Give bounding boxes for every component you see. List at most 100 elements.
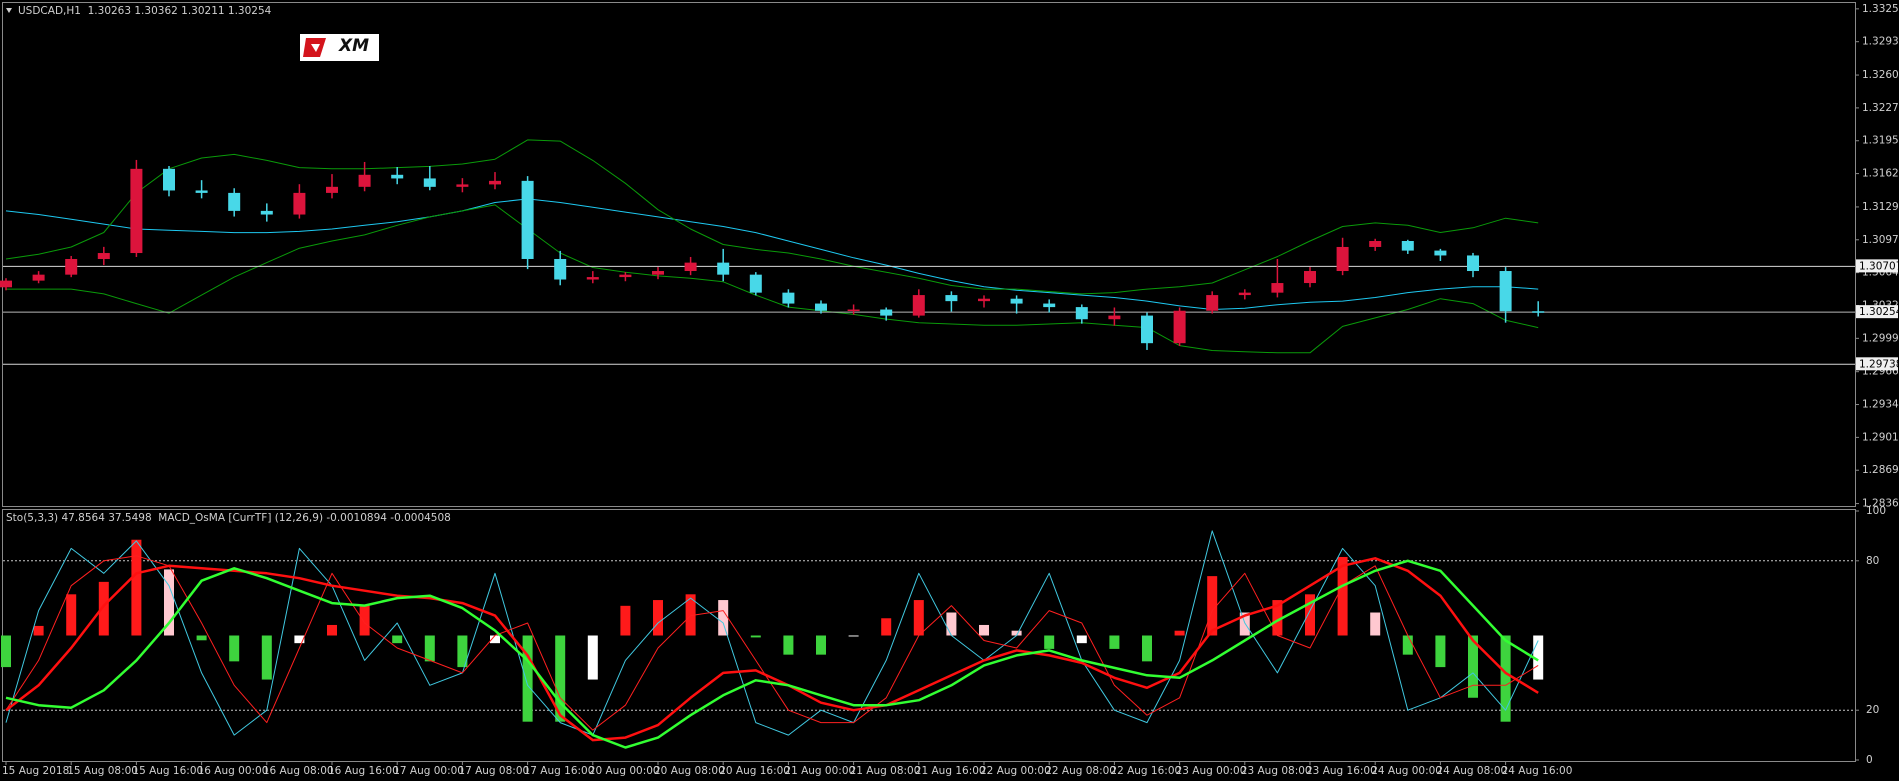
histogram-bar xyxy=(424,635,435,662)
logo: XM xyxy=(300,34,379,61)
candle-body xyxy=(1434,250,1447,256)
candle-body xyxy=(554,258,567,280)
candle-body xyxy=(815,303,827,311)
x-tick-label: 23 Aug 00:00 xyxy=(1176,765,1247,777)
candle-body xyxy=(1075,307,1088,320)
histogram-bar xyxy=(1174,630,1185,636)
x-tick-label: 22 Aug 08:00 xyxy=(1045,765,1116,777)
logo-text: XM xyxy=(338,36,369,56)
histogram-bar xyxy=(1533,635,1544,680)
x-tick-label: 15 Aug 08:00 xyxy=(67,765,138,777)
y-tick-label: 1.28360 xyxy=(1862,498,1899,510)
candle-body xyxy=(782,292,795,304)
y-tick-label: 1.31950 xyxy=(1862,135,1899,147)
candle-body xyxy=(391,174,404,179)
candle-body xyxy=(1499,271,1512,312)
x-tick-label: 20 Aug 08:00 xyxy=(654,765,725,777)
candle-body xyxy=(32,274,45,281)
histogram-bar xyxy=(327,624,337,636)
y-tick-label: 1.32600 xyxy=(1862,69,1899,81)
histogram-bar xyxy=(1044,635,1055,649)
x-tick-label: 24 Aug 08:00 xyxy=(1436,765,1507,777)
x-tick-label: 17 Aug 16:00 xyxy=(524,765,595,777)
histogram-bar xyxy=(98,581,109,636)
candle-body xyxy=(1336,246,1349,272)
histogram-bar xyxy=(979,624,989,636)
x-tick-label: 20 Aug 00:00 xyxy=(589,765,660,777)
histogram-bar xyxy=(913,600,924,636)
histogram-bar xyxy=(522,635,533,722)
candle-body xyxy=(130,168,143,254)
x-tick-label: 16 Aug 16:00 xyxy=(328,765,399,777)
x-tick-label: 15 Aug 2018 xyxy=(2,765,69,777)
y-tick-label: 1.29340 xyxy=(1862,399,1899,411)
menu-arrow[interactable] xyxy=(6,8,12,13)
x-tick-label: 17 Aug 08:00 xyxy=(458,765,529,777)
histogram-bar xyxy=(620,605,631,636)
price-panel xyxy=(2,2,1856,507)
candle-body xyxy=(1369,241,1382,247)
x-tick-label: 16 Aug 08:00 xyxy=(263,765,334,777)
histogram-bar xyxy=(229,635,240,662)
candle-body xyxy=(1467,255,1479,272)
candle-body xyxy=(1532,311,1545,313)
candle-body xyxy=(1043,303,1056,308)
y-tick-label: 0 xyxy=(1866,754,1873,766)
histogram-bar xyxy=(294,635,305,644)
candle-body xyxy=(456,184,469,187)
candle-body xyxy=(1401,241,1414,251)
histogram-bar xyxy=(1207,576,1218,636)
y-tick-label: 100 xyxy=(1866,505,1886,517)
histogram-bar xyxy=(881,618,892,636)
candle-body xyxy=(521,180,534,259)
candle-body xyxy=(293,192,306,215)
candle-body xyxy=(1238,292,1251,296)
histogram-bar xyxy=(1305,594,1315,636)
level-label-box xyxy=(1856,259,1898,273)
candle-body xyxy=(195,190,208,193)
y-tick-label: 1.29015 xyxy=(1862,431,1899,443)
candle-body xyxy=(326,186,338,193)
x-tick-label: 21 Aug 16:00 xyxy=(915,765,986,777)
histogram-bar xyxy=(131,539,142,636)
x-tick-label: 24 Aug 16:00 xyxy=(1502,765,1573,777)
histogram-bar xyxy=(457,635,468,668)
candle-body xyxy=(358,174,371,187)
histogram-bar xyxy=(1,635,11,668)
x-tick-label: 16 Aug 00:00 xyxy=(198,765,269,777)
indicator-line xyxy=(5,139,1539,295)
y-tick-label: 1.32930 xyxy=(1862,36,1899,48)
candle-body xyxy=(749,274,762,293)
y-tick-label: 1.32275 xyxy=(1862,102,1899,114)
indicator-panel xyxy=(2,509,1856,762)
candle-body xyxy=(717,262,730,275)
indicator-line xyxy=(5,557,1539,742)
bid-label: 1.30254 xyxy=(1859,306,1899,318)
x-tick-label: 20 Aug 16:00 xyxy=(719,765,790,777)
y-tick-label: 1.31295 xyxy=(1862,201,1899,213)
histogram-bar xyxy=(848,635,859,637)
price-layer: 1.283601.286901.290151.293401.296651.299… xyxy=(0,3,1899,510)
histogram-bar xyxy=(33,625,44,636)
candle-body xyxy=(1010,298,1023,304)
histogram-bar xyxy=(490,635,500,644)
histogram-bar xyxy=(66,594,77,636)
histogram-bar xyxy=(1272,600,1283,636)
y-tick-label: 1.28690 xyxy=(1862,464,1899,476)
y-tick-label: 80 xyxy=(1866,555,1879,567)
bid-label-box xyxy=(1856,305,1898,319)
candle-body xyxy=(1173,310,1186,344)
candle-body xyxy=(978,298,990,302)
histogram-bar xyxy=(261,635,272,680)
histogram-bar xyxy=(653,600,663,636)
histogram-bar xyxy=(685,594,696,636)
histogram-bar xyxy=(946,612,957,636)
histogram-bar xyxy=(1142,635,1152,662)
histogram-bar xyxy=(1239,612,1250,636)
indicator-line xyxy=(5,559,1539,749)
indicator-title: Sto(5,3,3) 47.8564 37.5498 MACD_OsMA [Cu… xyxy=(6,512,451,524)
histogram-bar xyxy=(718,600,729,636)
histogram-bar xyxy=(1337,556,1348,636)
